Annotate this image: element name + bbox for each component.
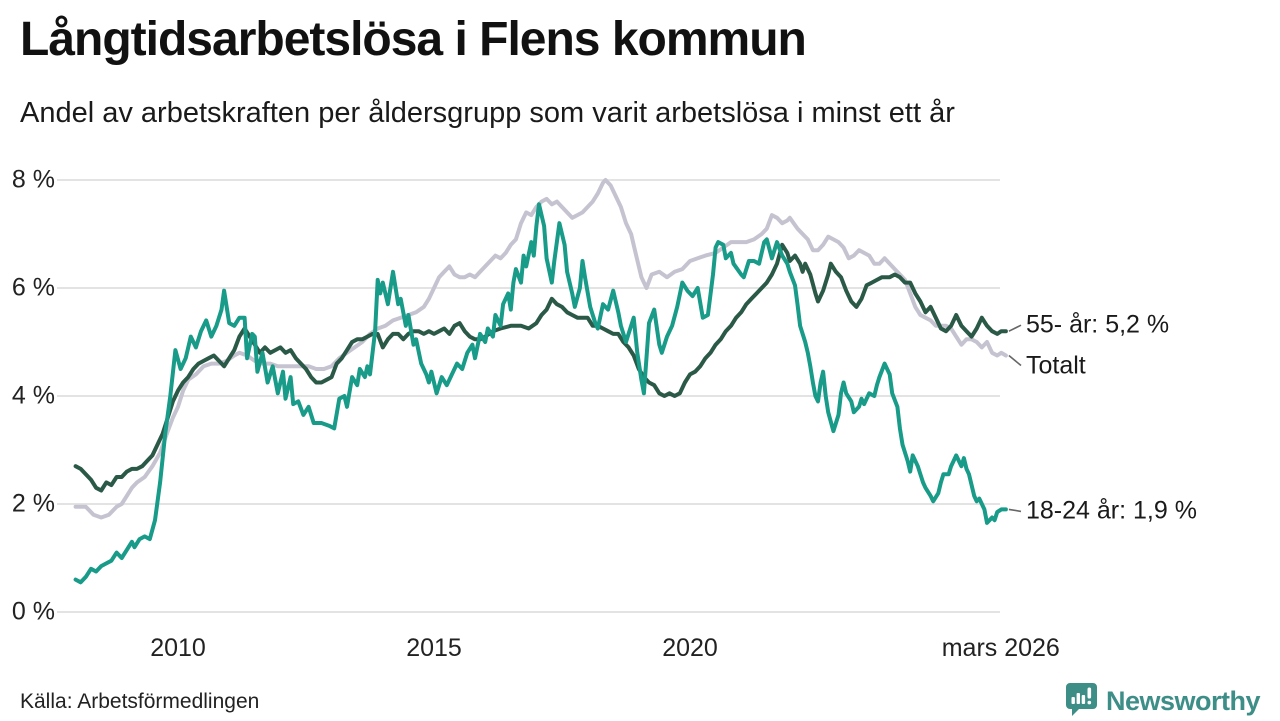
label-connector (1008, 354, 1022, 367)
series-label-totalt: Totalt (1026, 351, 1086, 379)
series-label-55-r: 55- år: 5,2 % (1026, 310, 1170, 339)
y-axis-tick-label: 0 % (11, 597, 55, 626)
y-axis-tick-label: 4 % (11, 381, 55, 410)
newsworthy-logo: Newsworthy (1065, 682, 1261, 721)
x-axis-tick-label: mars 2026 (941, 634, 1060, 662)
series-line-18-24-r (73, 202, 1008, 585)
bar-chart-speech-bubble-icon (1065, 682, 1098, 721)
x-axis-tick-label: 2020 (662, 634, 718, 662)
series-label-18-24-r: 18-24 år: 1,9 % (1026, 496, 1197, 525)
y-axis-tick-label: 8 % (11, 165, 55, 194)
label-connector (1008, 324, 1022, 332)
chart-subtitle: Andel av arbetskraften per åldersgrupp s… (20, 97, 955, 129)
series-line-totalt (73, 178, 1008, 520)
x-axis-tick-label: 2015 (406, 634, 462, 662)
y-axis-tick-label: 6 % (11, 273, 55, 302)
label-connector (1008, 508, 1022, 513)
brand-name: Newsworthy (1105, 686, 1261, 716)
source-note: Källa: Arbetsförmedlingen (20, 690, 260, 713)
page-title: Långtidsarbetslösa i Flens kommun (20, 13, 807, 66)
x-axis-tick-label: 2010 (150, 634, 206, 662)
series-line-55-r (73, 242, 1008, 493)
y-axis-tick-label: 2 % (11, 489, 55, 518)
